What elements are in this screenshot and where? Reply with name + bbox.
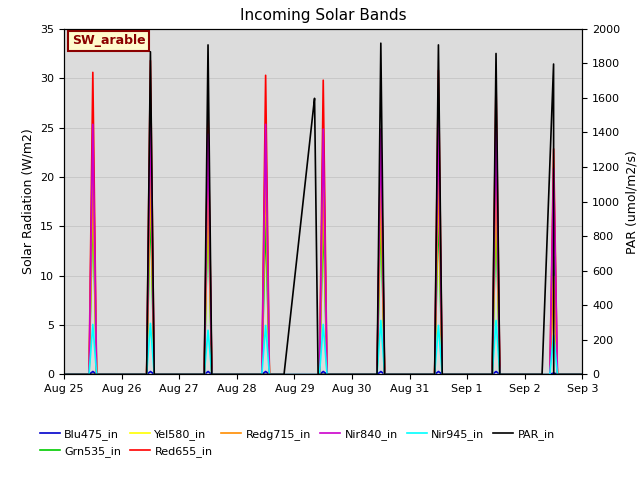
Line: PAR_in: PAR_in	[64, 43, 582, 374]
Blu475_in	[314, 372, 321, 377]
Title: Incoming Solar Bands: Incoming Solar Bands	[240, 9, 406, 24]
Yel580_in	[162, 372, 170, 377]
Yel580_in	[82, 372, 90, 377]
Nir840_in	[63, 372, 70, 377]
Redg715_in	[63, 372, 70, 377]
Nir840_in	[147, 112, 154, 118]
Red655_in	[147, 58, 154, 63]
Nir840_in	[82, 372, 90, 377]
Red655_in	[82, 372, 90, 377]
Line: Red655_in: Red655_in	[64, 60, 582, 374]
Yel580_in	[314, 372, 321, 377]
Nir945_in	[91, 351, 99, 357]
Yel580_in	[551, 309, 559, 315]
Redg715_in	[314, 372, 321, 377]
Line: Blu475_in: Blu475_in	[64, 372, 582, 374]
Grn535_in	[91, 302, 99, 308]
Nir945_in	[551, 347, 559, 352]
PAR_in	[579, 372, 586, 377]
Nir945_in	[162, 372, 170, 377]
Grn535_in	[551, 297, 559, 302]
Grn535_in	[162, 372, 170, 377]
Nir945_in	[63, 372, 70, 377]
Nir840_in	[60, 372, 68, 377]
PAR_in	[63, 372, 70, 377]
Grn535_in	[60, 372, 68, 377]
Nir945_in	[579, 372, 586, 377]
Blu475_in	[551, 371, 559, 376]
PAR_in	[162, 372, 170, 377]
Yel580_in	[60, 372, 68, 377]
Grn535_in	[82, 372, 90, 377]
Nir840_in	[91, 268, 99, 274]
Text: SW_arable: SW_arable	[72, 35, 145, 48]
Blu475_in	[89, 369, 97, 374]
PAR_in	[377, 40, 385, 46]
Red655_in	[551, 228, 559, 233]
PAR_in	[60, 372, 68, 377]
Blu475_in	[63, 372, 70, 377]
Nir840_in	[162, 372, 170, 377]
Redg715_in	[60, 372, 68, 377]
Red655_in	[162, 372, 170, 377]
Grn535_in	[314, 372, 321, 377]
Yel580_in	[579, 372, 586, 377]
Line: Nir840_in: Nir840_in	[64, 115, 582, 374]
Nir945_in	[60, 372, 68, 377]
Redg715_in	[82, 372, 90, 377]
Red655_in	[63, 372, 70, 377]
Y-axis label: Solar Radiation (W/m2): Solar Radiation (W/m2)	[22, 129, 35, 275]
Nir945_in	[314, 372, 321, 377]
PAR_in	[91, 372, 99, 377]
Redg715_in	[579, 372, 586, 377]
Line: Redg715_in: Redg715_in	[64, 164, 582, 374]
Grn535_in	[63, 372, 70, 377]
Red655_in	[91, 246, 99, 252]
Nir945_in	[82, 372, 90, 377]
PAR_in	[314, 324, 321, 330]
Blu475_in	[162, 372, 170, 377]
Redg715_in	[162, 372, 170, 377]
Yel580_in	[91, 288, 99, 294]
PAR_in	[551, 372, 559, 377]
Yel580_in	[63, 372, 70, 377]
Line: Nir945_in: Nir945_in	[64, 321, 582, 374]
Blu475_in	[82, 372, 90, 377]
Grn535_in	[579, 372, 586, 377]
Legend: Blu475_in, Grn535_in, Yel580_in, Red655_in, Redg715_in, Nir840_in, Nir945_in, PA: Blu475_in, Grn535_in, Yel580_in, Red655_…	[35, 425, 559, 461]
Line: Grn535_in: Grn535_in	[64, 203, 582, 374]
Nir840_in	[551, 240, 559, 246]
PAR_in	[82, 372, 90, 377]
Grn535_in	[147, 200, 154, 205]
Yel580_in	[147, 161, 154, 167]
Y-axis label: PAR (umol/m2/s): PAR (umol/m2/s)	[626, 150, 639, 253]
Blu475_in	[60, 372, 68, 377]
Nir945_in	[377, 318, 385, 324]
Nir840_in	[579, 372, 586, 377]
Red655_in	[579, 372, 586, 377]
Redg715_in	[551, 309, 559, 315]
Redg715_in	[147, 161, 154, 167]
Blu475_in	[579, 372, 586, 377]
Blu475_in	[92, 371, 99, 376]
Redg715_in	[91, 288, 99, 294]
Line: Yel580_in: Yel580_in	[64, 164, 582, 374]
Nir840_in	[314, 372, 321, 377]
Red655_in	[314, 372, 321, 377]
Red655_in	[60, 372, 68, 377]
